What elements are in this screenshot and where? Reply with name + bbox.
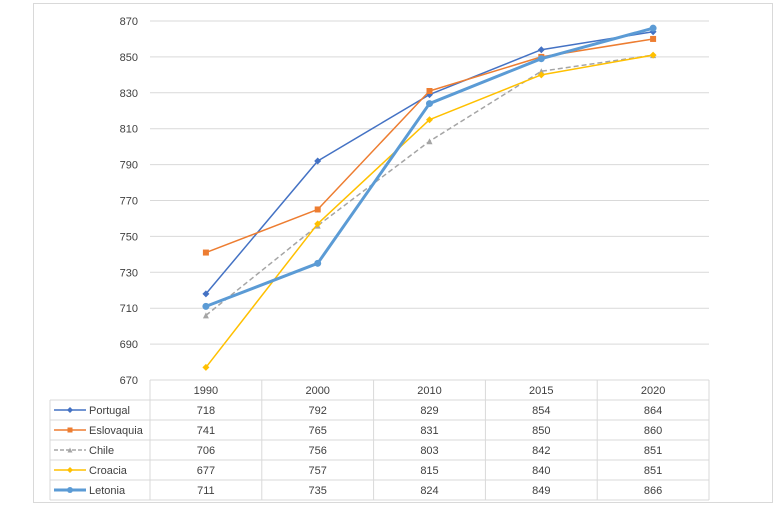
data-label: 718 <box>197 405 215 417</box>
x-category-label: 2000 <box>305 385 329 397</box>
series-line <box>205 31 654 295</box>
y-tick-label: 690 <box>120 339 138 351</box>
y-tick-label: 830 <box>120 88 138 100</box>
data-point <box>202 312 209 319</box>
data-label: 741 <box>197 425 215 437</box>
data-point <box>314 220 322 228</box>
data-label: 757 <box>309 465 327 477</box>
data-label: 677 <box>197 465 215 477</box>
data-label: 829 <box>420 405 438 417</box>
data-point <box>314 206 321 213</box>
data-label: 711 <box>197 485 215 497</box>
legend-key-marker <box>67 427 73 433</box>
data-point <box>202 249 209 256</box>
legend-key-marker <box>67 467 73 473</box>
data-point <box>537 71 545 79</box>
data-label: 792 <box>309 405 327 417</box>
data-label: 851 <box>644 465 662 477</box>
data-point <box>426 138 433 145</box>
data-table: 1990 2000 2010 2015 2020 Portugal 718 792 829 854… <box>49 379 710 501</box>
y-tick-label: 750 <box>120 231 138 243</box>
y-tick-label: 870 <box>120 16 138 28</box>
series-name-label: Eslovaquia <box>89 425 144 437</box>
data-point <box>537 55 545 63</box>
y-tick-label: 850 <box>120 52 138 64</box>
data-point <box>202 290 210 298</box>
series-name-label: Croacia <box>89 465 128 477</box>
data-point <box>426 100 433 108</box>
data-label: 864 <box>644 405 662 417</box>
y-tick-label: 730 <box>120 267 138 279</box>
data-point <box>314 259 322 267</box>
series-name-label: Letonia <box>89 485 126 497</box>
data-label: 860 <box>644 425 662 437</box>
data-label: 850 <box>532 425 550 437</box>
data-point <box>538 68 545 75</box>
gridlines <box>150 20 709 381</box>
data-label: 854 <box>532 405 550 417</box>
y-tick-label: 710 <box>120 303 138 315</box>
y-axis-ticks: 670 690 710 730 750 770 790 810 830 850 870 <box>120 16 138 387</box>
data-label: 840 <box>532 465 550 477</box>
data-point <box>537 46 545 54</box>
series-line <box>205 26 654 308</box>
data-label: 851 <box>644 445 662 457</box>
data-point <box>202 363 210 371</box>
data-point <box>426 116 433 124</box>
x-category-label: 2015 <box>529 385 553 397</box>
series-eslovaquia <box>202 35 657 256</box>
data-label: 756 <box>309 445 327 457</box>
data-point <box>649 24 657 32</box>
data-label: 765 <box>309 425 327 437</box>
series-letonia <box>202 24 657 310</box>
series-portugal <box>202 28 657 298</box>
series-name-label: Chile <box>89 445 114 457</box>
data-point <box>649 51 657 59</box>
data-label: 824 <box>420 485 438 497</box>
series-name-label: Portugal <box>89 405 130 417</box>
data-label: 866 <box>644 485 662 497</box>
data-label: 815 <box>420 465 438 477</box>
y-tick-label: 770 <box>120 196 138 208</box>
series-line <box>205 38 654 254</box>
data-label: 831 <box>420 425 438 437</box>
legend-key-marker <box>67 487 73 493</box>
data-label: 735 <box>309 485 327 497</box>
y-tick-label: 810 <box>120 124 138 136</box>
y-tick-label: 790 <box>120 160 138 172</box>
data-point <box>202 302 210 310</box>
x-category-label: 2010 <box>417 385 441 397</box>
data-point <box>650 35 657 42</box>
x-category-label: 2020 <box>641 385 665 397</box>
series-croacia <box>202 51 657 371</box>
data-point <box>314 157 322 165</box>
legend-key-marker <box>67 447 73 453</box>
x-category-label: 1990 <box>194 385 218 397</box>
series-lines <box>202 24 657 371</box>
data-label: 842 <box>532 445 550 457</box>
y-tick-label: 670 <box>120 375 138 387</box>
data-point <box>426 88 433 95</box>
data-label: 706 <box>197 445 215 457</box>
data-label: 803 <box>420 445 438 457</box>
data-label: 849 <box>532 485 550 497</box>
legend-key-marker <box>67 407 73 413</box>
